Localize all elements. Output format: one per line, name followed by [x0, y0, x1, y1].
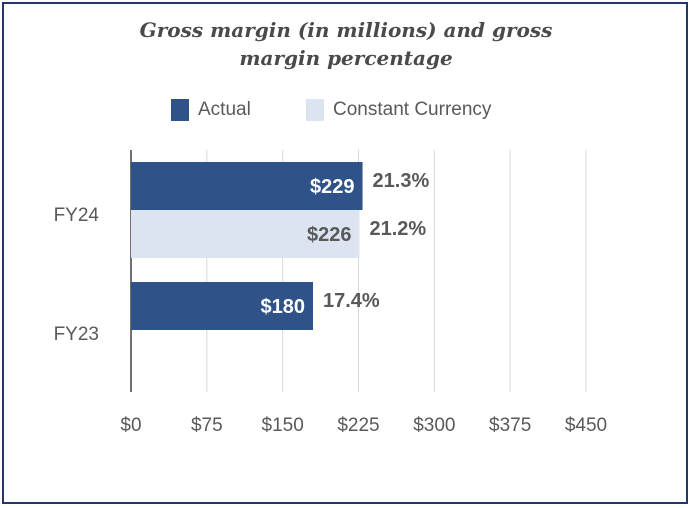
bar-constant-currency [131, 210, 360, 258]
bar-actual [131, 282, 313, 330]
x-tick-label: $0 [120, 415, 141, 436]
legend-swatch-constant-currency [306, 99, 324, 121]
chart-title: Gross margin (in millions) and gross mar… [0, 16, 692, 72]
bar-actual [131, 162, 363, 210]
bar-value-label: $180 [261, 296, 306, 318]
bar-percent-label: 21.3% [373, 170, 430, 192]
x-tick-label: $300 [413, 415, 455, 436]
x-tick-label: $75 [191, 415, 223, 436]
legend-swatch-actual [171, 99, 189, 121]
x-tick-label: $225 [337, 415, 379, 436]
bar-value-label: $229 [310, 176, 355, 198]
bar-value-label: $226 [307, 224, 352, 246]
legend-label-actual: Actual [198, 99, 251, 120]
bar-percent-label: 21.2% [370, 218, 427, 240]
category-label: FY24 [54, 205, 100, 226]
chart-title-line-2: margin percentage [239, 46, 453, 70]
chart-legend: Actual Constant Currency [0, 96, 692, 124]
legend-label-constant-currency: Constant Currency [333, 99, 492, 120]
x-tick-label: $450 [565, 415, 607, 436]
category-label: FY23 [54, 324, 99, 345]
chart-title-line-1: Gross margin (in millions) and gross [139, 18, 553, 42]
bar-percent-label: 17.4% [323, 290, 380, 312]
x-tick-label: $375 [489, 415, 531, 436]
legend-item-actual: Actual [171, 96, 251, 124]
x-tick-label: $150 [262, 415, 304, 436]
legend-item-constant-currency: Constant Currency [306, 96, 491, 124]
